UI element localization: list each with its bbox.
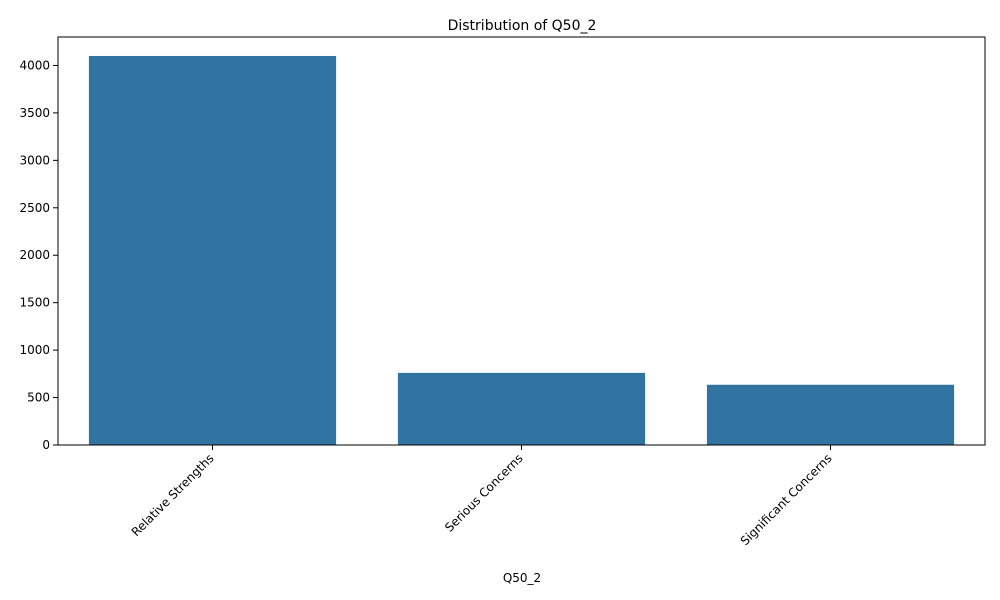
y-tick-label: 1500: [19, 296, 50, 310]
y-tick-label: 500: [27, 391, 50, 405]
bar-serious-concerns: [397, 372, 646, 445]
x-axis: Relative Strengths Serious Concerns Signif…: [129, 445, 835, 548]
y-tick-label: 1000: [19, 343, 50, 357]
x-tick-label: Relative Strengths: [129, 451, 217, 539]
chart-title: Distribution of Q50_2: [448, 18, 597, 34]
bar-relative-strengths: [88, 55, 337, 445]
x-tick-label: Serious Concerns: [442, 451, 526, 535]
y-tick-label: 0: [42, 438, 50, 452]
x-axis-label: Q50_2: [503, 571, 541, 585]
y-tick-label: 4000: [19, 58, 50, 72]
y-axis: 0 500 1000 1500 2000 2500 3000 3500 4000: [19, 58, 58, 452]
bars-group: [88, 55, 955, 445]
bar-significant-concerns: [706, 384, 955, 445]
x-tick-label: Significant Concerns: [738, 451, 835, 548]
plot-frame: [57, 36, 986, 446]
y-tick-label: 2000: [19, 248, 50, 262]
y-tick-label: 2500: [19, 201, 50, 215]
y-tick-label: 3000: [19, 153, 50, 167]
y-tick-label: 3500: [19, 106, 50, 120]
